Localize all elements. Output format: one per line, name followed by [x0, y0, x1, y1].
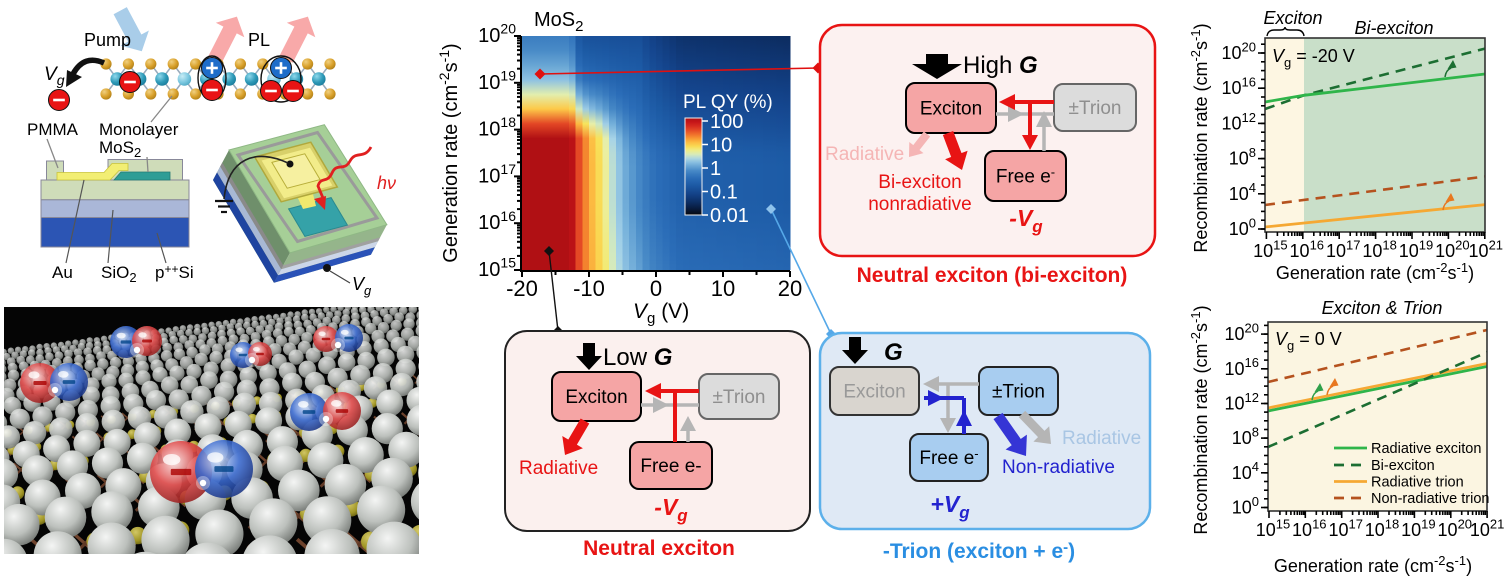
svg-text:Free e-: Free e-: [919, 446, 978, 469]
svg-text:0.1: 0.1: [710, 182, 738, 204]
svg-text:Radiative: Radiative: [1062, 428, 1141, 449]
svg-text:0: 0: [650, 276, 662, 301]
svg-text:Exciton: Exciton: [920, 99, 982, 120]
svg-text:±Trion: ±Trion: [712, 387, 765, 408]
svg-text:Bi-exciton: Bi-exciton: [878, 172, 961, 193]
svg-text:Generation rate (cm-2s-1): Generation rate (cm-2s-1): [1276, 260, 1474, 283]
svg-text:Radiative exciton: Radiative exciton: [1371, 441, 1481, 457]
svg-text:Au: Au: [52, 263, 73, 282]
svg-text:Radiative: Radiative: [825, 144, 904, 165]
svg-text:Vg (V): Vg (V): [633, 300, 689, 327]
svg-text:Radiative trion: Radiative trion: [1371, 475, 1464, 491]
svg-text:±Trion: ±Trion: [1068, 98, 1121, 119]
svg-text:Exciton: Exciton: [1263, 8, 1322, 28]
svg-text:10: 10: [710, 135, 732, 157]
svg-text:G: G: [884, 339, 903, 366]
svg-text:p++Si: p++Si: [155, 262, 194, 282]
svg-text:Bi-exciton: Bi-exciton: [1371, 458, 1435, 474]
svg-text:MoS2: MoS2: [99, 138, 141, 160]
svg-text:nonradiative: nonradiative: [868, 194, 972, 215]
svg-text:High G: High G: [963, 52, 1038, 79]
svg-text:±Trion: ±Trion: [992, 382, 1045, 403]
svg-text:Neutral exciton (bi-exciton): Neutral exciton (bi-exciton): [857, 264, 1128, 287]
svg-text:-10: -10: [573, 276, 605, 301]
svg-text:0.01: 0.01: [710, 205, 749, 227]
svg-text:PL QY (%): PL QY (%): [683, 92, 773, 113]
svg-text:Recombination rate (cm-2s-1): Recombination rate (cm-2s-1): [1188, 23, 1211, 252]
svg-text:Neutral exciton: Neutral exciton: [583, 537, 735, 560]
svg-text:Low G: Low G: [603, 344, 672, 371]
svg-text:Monolayer: Monolayer: [99, 120, 179, 139]
svg-text:1017: 1017: [478, 161, 516, 187]
svg-text:hν: hν: [377, 173, 396, 193]
svg-text:100: 100: [710, 111, 743, 133]
svg-text:Exciton & Trion: Exciton & Trion: [1322, 298, 1443, 318]
svg-text:PMMA: PMMA: [27, 120, 79, 139]
svg-text:SiO2: SiO2: [101, 263, 137, 285]
svg-text:Non-radiative: Non-radiative: [1002, 457, 1115, 478]
svg-text:Exciton: Exciton: [843, 382, 905, 403]
svg-text:20: 20: [778, 276, 802, 301]
svg-text:PL: PL: [248, 30, 270, 50]
svg-text:Non-radiative trion: Non-radiative trion: [1371, 491, 1489, 507]
svg-text:Bi-exciton: Bi-exciton: [1354, 18, 1433, 38]
svg-text:-20: -20: [506, 276, 538, 301]
svg-text:Exciton: Exciton: [565, 387, 627, 408]
svg-text:1019: 1019: [478, 67, 516, 93]
svg-text:Free e-: Free e-: [996, 165, 1055, 188]
svg-text:Radiative: Radiative: [519, 458, 598, 479]
svg-text:Vg = 0 V: Vg = 0 V: [1275, 329, 1342, 353]
svg-text:Recombination rate (cm-2s-1): Recombination rate (cm-2s-1): [1188, 305, 1211, 534]
svg-text:10: 10: [711, 276, 735, 301]
svg-text:Pump: Pump: [84, 30, 131, 50]
svg-text:1: 1: [710, 158, 721, 180]
svg-text:Vg = -20 V: Vg = -20 V: [1272, 46, 1355, 70]
svg-text:Generation rate (cm-2s-1): Generation rate (cm-2s-1): [1274, 553, 1472, 576]
svg-text:-Trion (exciton + e-): -Trion (exciton + e-): [883, 539, 1075, 563]
svg-text:Free e-: Free e-: [640, 456, 701, 477]
